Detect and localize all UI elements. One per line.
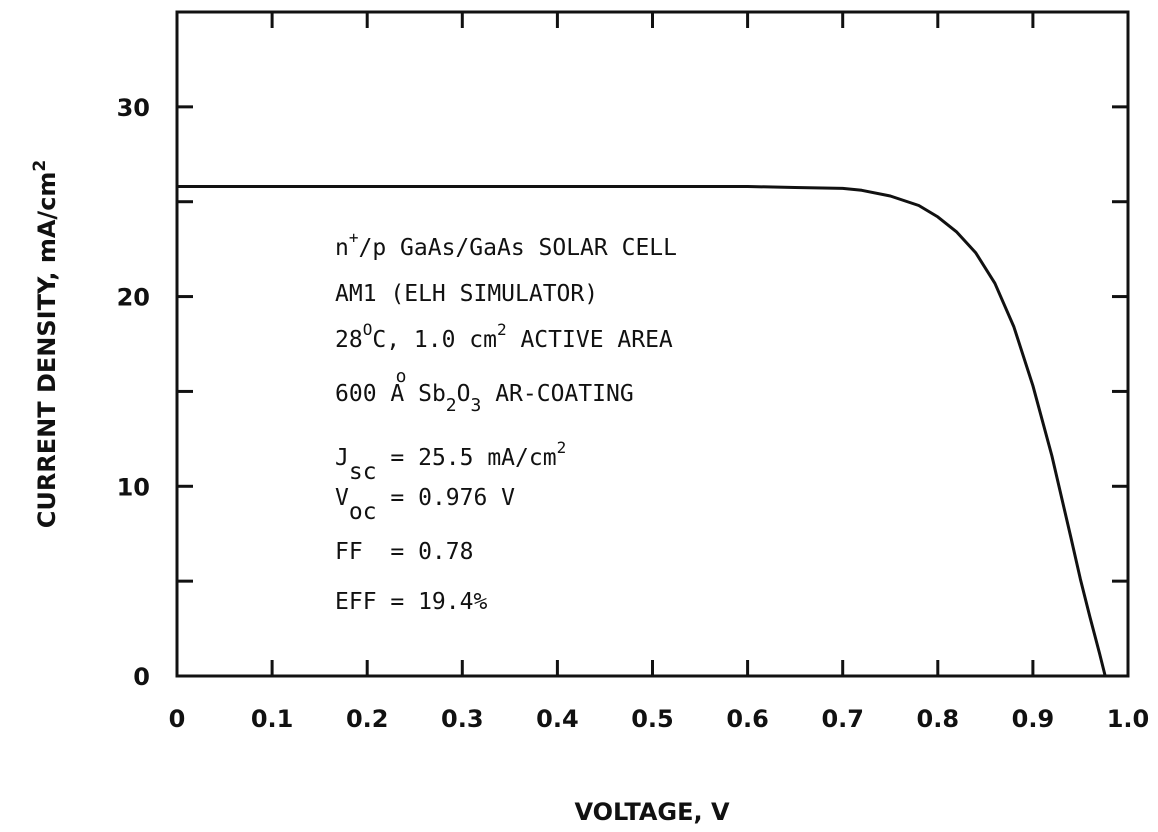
x-tick-label: 0.6 <box>726 705 769 733</box>
y-axis-title-superscript: 2 <box>30 160 50 172</box>
x-tick-label: 0.8 <box>917 705 960 733</box>
y-tick-label: 0 <box>133 663 150 691</box>
y-tick-label: 30 <box>117 94 150 122</box>
x-tick-label: 0.3 <box>441 705 484 733</box>
x-axis-ticks <box>175 12 1130 676</box>
y-axis-tick-labels: 0 10 20 30 <box>117 94 150 691</box>
x-tick-label: 0.4 <box>536 705 579 733</box>
x-tick-label: 0.7 <box>821 705 864 733</box>
series-layer <box>177 185 1107 677</box>
y-tick-label: 10 <box>117 473 150 501</box>
annotation-voc: Voc = 0.976 V <box>335 485 515 525</box>
annotation-ff: FF = 0.78 <box>335 539 473 565</box>
x-axis-title: VOLTAGE, V <box>574 798 730 826</box>
x-tick-label: 0.5 <box>631 705 674 733</box>
iv-curve-line <box>177 185 1107 677</box>
x-tick-label: 0 <box>169 705 186 733</box>
annotation-angstrom-ring: o <box>396 366 407 387</box>
svg-text:CURRENT DENSITY, mA/cm2: CURRENT DENSITY, mA/cm2 <box>30 160 61 529</box>
y-axis-ticks <box>177 10 1128 678</box>
y-tick-label: 20 <box>117 284 150 312</box>
annotation-eff: EFF = 19.4% <box>335 589 487 615</box>
x-tick-label: 0.2 <box>346 705 389 733</box>
annotation-jsc: Jsc = 25.5 mA/cm2 <box>335 438 566 485</box>
annotation-coating: 600 A Sb2O3 AR-COATING <box>335 381 634 416</box>
x-tick-label: 0.9 <box>1012 705 1055 733</box>
annotation-temperature-area: 28OC, 1.0 cm2 ACTIVE AREA <box>335 320 673 353</box>
annotation-block: n+/p GaAs/GaAs SOLAR CELL AM1 (ELH SIMUL… <box>335 228 677 615</box>
x-tick-label: 1.0 <box>1107 705 1150 733</box>
annotation-cell-type: n+/p GaAs/GaAs SOLAR CELL <box>335 228 677 261</box>
annotation-illumination: AM1 (ELH SIMULATOR) <box>335 281 598 307</box>
x-axis-tick-labels: 0 0.1 0.2 0.3 0.4 0.5 0.6 0.7 0.8 0.9 1.0 <box>169 705 1150 733</box>
x-tick-label: 0.1 <box>251 705 294 733</box>
y-axis-title: CURRENT DENSITY, mA/cm2 <box>30 160 61 529</box>
y-axis-title-text: CURRENT DENSITY, mA/cm <box>33 172 61 529</box>
